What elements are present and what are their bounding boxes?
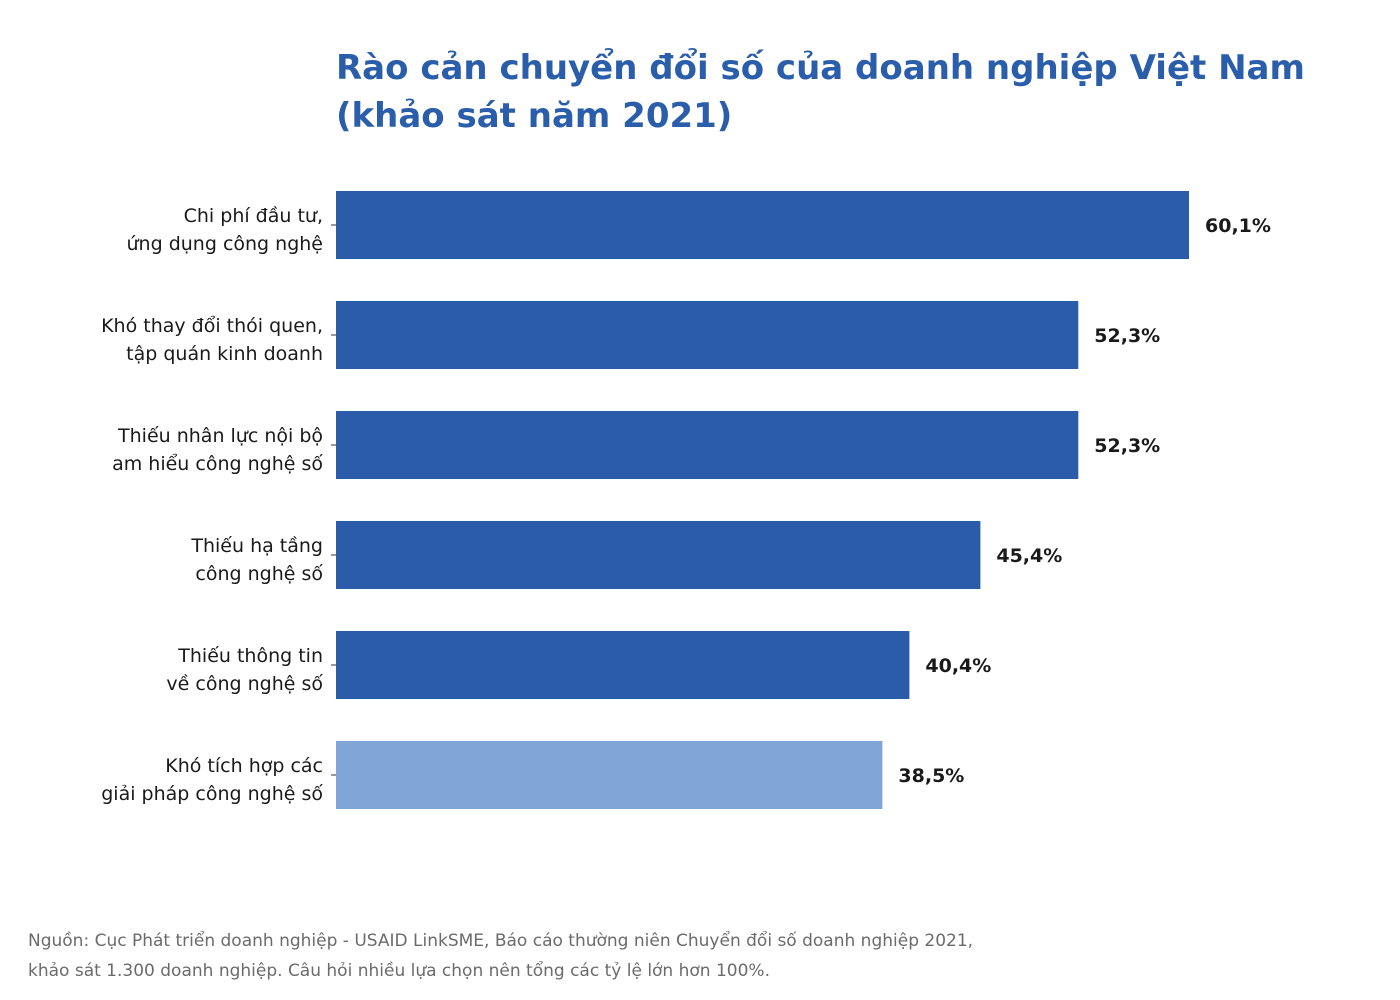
bar (336, 411, 1079, 479)
category-label: tập quán kinh doanh (126, 343, 323, 365)
category-label: ứng dụng công nghệ (127, 233, 323, 255)
category-label: Chi phí đầu tư, (184, 205, 323, 227)
category-label: Thiếu thông tin (177, 645, 323, 667)
bar-group: Chi phí đầu tư, ứng dụng công nghệ 60,1% (127, 191, 1271, 259)
data-label: 38,5% (898, 765, 964, 787)
bar (336, 631, 910, 699)
data-label: 40,4% (925, 655, 991, 677)
bar (336, 301, 1079, 369)
bar-group: Thiếu hạ tầng công nghệ số 45,4% (190, 521, 1062, 589)
bar (336, 191, 1189, 259)
data-label: 52,3% (1094, 435, 1160, 457)
bar-group: Khó thay đổi thói quen, tập quán kinh doa… (101, 301, 1160, 369)
bar-group: Thiếu thông tin về công nghệ số 40,4% (166, 631, 991, 699)
category-label: am hiểu công nghệ số (112, 453, 323, 475)
chart-title-line-2: (khảo sát năm 2021) (336, 96, 733, 136)
bar-chart: Chi phí đầu tư, ứng dụng công nghệ 60,1% Kh… (101, 191, 1271, 809)
category-label: giải pháp công nghệ số (101, 783, 323, 805)
data-label: 52,3% (1094, 325, 1160, 347)
chart-title-line-1: Rào cản chuyển đổi số của doanh nghiệp V… (336, 48, 1305, 88)
data-label: 45,4% (996, 545, 1062, 567)
data-label: 60,1% (1205, 215, 1271, 237)
bar-group: Khó tích hợp các giải pháp công nghệ số 38… (101, 741, 964, 809)
category-label: Thiếu hạ tầng (190, 535, 323, 557)
category-label: Khó thay đổi thói quen, (101, 315, 323, 337)
category-label: về công nghệ số (166, 673, 323, 695)
source-note-line-1: Nguồn: Cục Phát triển doanh nghiệp - USA… (28, 931, 974, 951)
category-label: Khó tích hợp các (165, 755, 323, 777)
chart-title: Rào cản chuyển đổi số của doanh nghiệp V… (336, 44, 1356, 140)
bar (336, 741, 883, 809)
source-note-line-2: khảo sát 1.300 doanh nghiệp. Câu hỏi nhi… (28, 961, 770, 981)
bar (336, 521, 981, 589)
bar-group: Thiếu nhân lực nội bộ am hiểu công nghệ s… (112, 411, 1160, 479)
source-note: Nguồn: Cục Phát triển doanh nghiệp - USA… (28, 926, 1328, 986)
category-label: công nghệ số (195, 563, 323, 585)
category-label: Thiếu nhân lực nội bộ (117, 425, 323, 447)
